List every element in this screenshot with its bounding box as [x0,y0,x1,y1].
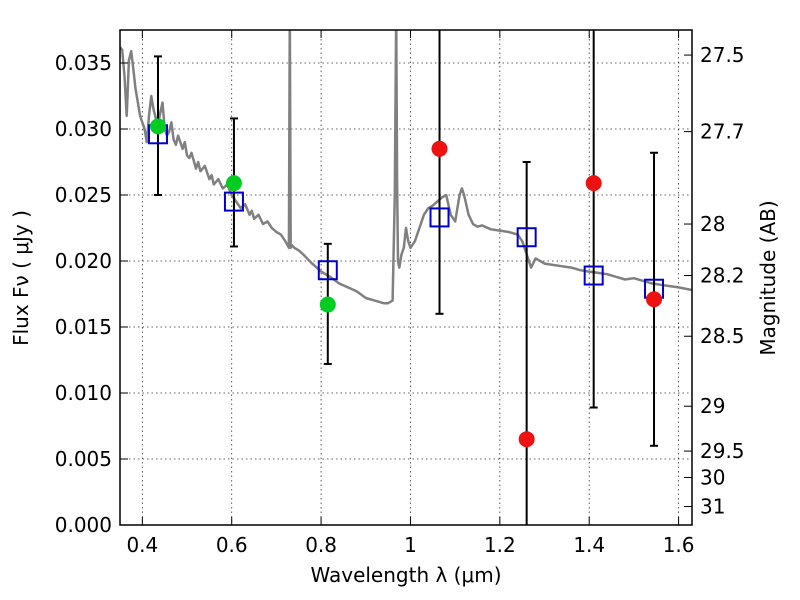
x-axis-label: Wavelength λ (μm) [310,563,501,587]
right-tick-label: 31 [700,495,725,519]
model-photometry-square [583,265,604,286]
ticks: 0.4 0.6 0.8 1 1.2 1.4 1.6 0.000 0.005 0.010 0.015 0… [55,30,745,557]
right-tick-label: 30 [700,465,725,489]
y-tick-label: 0.025 [55,183,112,207]
y-axis-right-label: Magnitude (AB) [756,200,780,355]
plot-area [120,30,692,525]
y-tick-label: 0.010 [55,381,112,405]
x-tick-label: 1.4 [573,533,605,557]
low-significance-point [518,431,535,448]
right-tick-label: 28 [700,212,725,236]
detection-point [225,175,242,192]
low-significance-point [646,291,663,308]
y-tick-label: 0.030 [55,117,112,141]
detection-point [319,296,336,313]
detection-point [149,118,166,135]
right-tick-label: 27.5 [700,43,745,67]
y-tick-label: 0.035 [55,51,112,75]
x-tick-label: 1.2 [484,533,516,557]
right-tick-label: 29 [700,394,725,418]
model-photometry-square [317,260,338,281]
right-tick-label: 27.7 [700,120,745,144]
x-tick-label: 1 [404,533,417,557]
right-tick-label: 28.2 [700,264,745,288]
low-significance-point [431,140,448,157]
model-photometry-square [429,207,450,228]
y-tick-label: 0.000 [55,513,112,537]
x-tick-label: 0.4 [126,533,158,557]
x-tick-label: 0.6 [216,533,248,557]
grid [120,30,692,526]
plot-frame [119,29,693,526]
x-tick-label: 1.6 [663,533,695,557]
y-axis-label: Flux Fν ( μJy ) [9,210,33,346]
model-photometry-square [223,191,244,212]
y-tick-label: 0.020 [55,249,112,273]
low-significance-point [585,175,602,192]
model-photometry-square [516,227,537,248]
spectrum-line [120,30,692,305]
y-tick-label: 0.015 [55,315,112,339]
x-tick-label: 0.8 [305,533,337,557]
y-tick-label: 0.005 [55,447,112,471]
right-tick-label: 29.5 [700,439,745,463]
axes-frame [119,29,693,526]
right-tick-label: 28.5 [700,324,745,348]
